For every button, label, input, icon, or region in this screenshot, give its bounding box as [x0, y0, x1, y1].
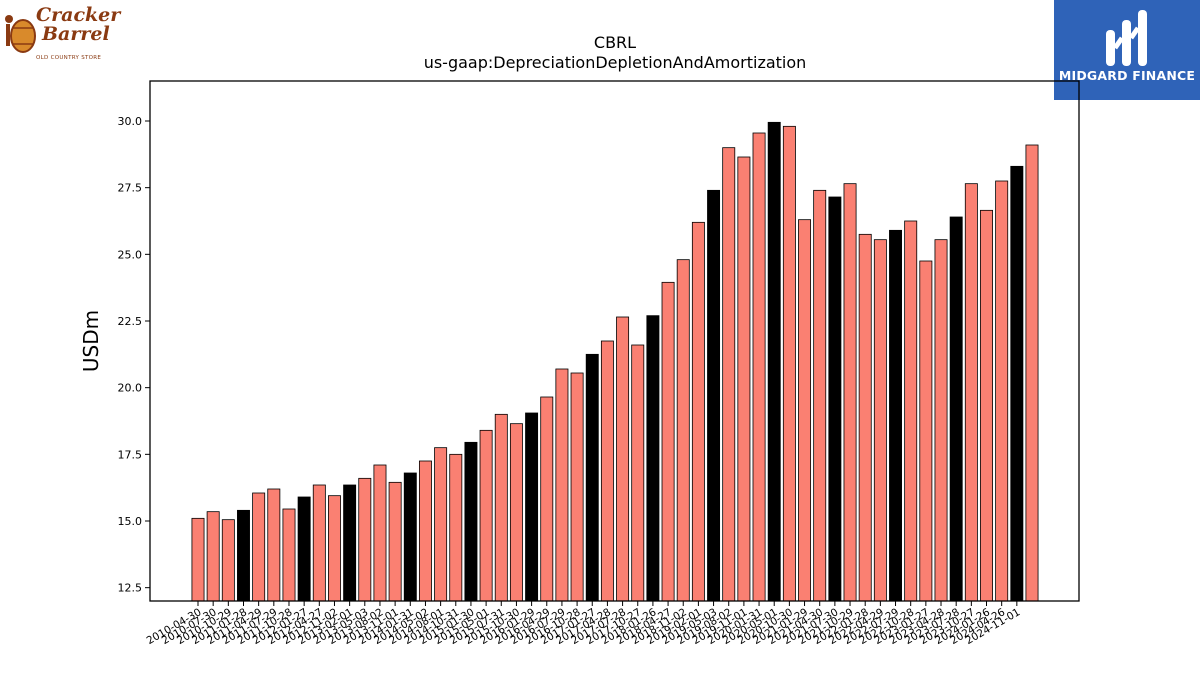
- bar: [540, 396, 554, 602]
- midgard-logo-icon: [1106, 10, 1147, 66]
- bar: [434, 447, 448, 602]
- bar: [798, 219, 812, 602]
- bar: [1025, 144, 1039, 602]
- y-axis: 12.5 15.0 17.5 20.0 22.5 25.0 27.5 30.0: [118, 115, 150, 595]
- bar: [388, 481, 402, 602]
- bar: [373, 464, 387, 602]
- bar: [646, 315, 660, 602]
- bar: [479, 429, 493, 602]
- bar: [464, 441, 478, 602]
- bar: [418, 460, 432, 602]
- bar: [707, 189, 721, 602]
- bar: [767, 121, 781, 602]
- bar: [555, 368, 569, 602]
- bar: [828, 196, 842, 602]
- bar: [343, 484, 357, 602]
- bar: [237, 509, 250, 602]
- y-tick-label: 20.0: [118, 382, 143, 395]
- company-logo: Cracker Barrel OLD COUNTRY STORE: [4, 4, 120, 64]
- bar: [252, 492, 266, 602]
- bar: [616, 316, 630, 602]
- bar: [1010, 165, 1024, 602]
- bar: [585, 353, 599, 602]
- bar: [676, 259, 690, 602]
- bar: [813, 189, 827, 602]
- bar: [449, 453, 463, 602]
- bar: [221, 519, 235, 602]
- x-axis: 2010-04-302010-07-302010-10-292011-01-28…: [145, 601, 1022, 647]
- chart-subtitle: us-gaap:DepreciationDepletionAndAmortiza…: [424, 53, 807, 72]
- bar: [691, 221, 705, 602]
- bar: [722, 147, 736, 602]
- y-axis-label: USDm: [79, 310, 103, 372]
- bar: [206, 511, 220, 602]
- y-tick-label: 15.0: [118, 515, 143, 528]
- y-tick-label: 22.5: [118, 315, 143, 328]
- y-tick-label: 12.5: [118, 582, 143, 595]
- bar: [964, 183, 978, 602]
- bar: [600, 340, 614, 602]
- bar: [904, 220, 918, 602]
- bar: [631, 344, 645, 602]
- bar: [873, 239, 887, 602]
- bar: [267, 488, 281, 602]
- bar: [509, 423, 523, 602]
- bar: [782, 125, 796, 602]
- bar: [843, 183, 857, 602]
- logo-subtitle: OLD COUNTRY STORE: [36, 55, 102, 61]
- logo-line-2: Barrel: [42, 23, 110, 45]
- logo-line-1: Cracker: [36, 4, 121, 26]
- publisher-name: MIDGARD FINANCE: [1058, 68, 1196, 83]
- bar: [328, 495, 341, 602]
- y-tick-label: 27.5: [118, 182, 143, 195]
- bar: [525, 412, 539, 602]
- bar: [737, 156, 751, 602]
- barrel-icon: [5, 15, 36, 53]
- bar: [995, 180, 1009, 602]
- bar: [934, 239, 948, 602]
- bar: [358, 477, 372, 602]
- publisher-logo: MIDGARD FINANCE: [1054, 0, 1200, 100]
- bar: [312, 484, 326, 602]
- bar: [858, 233, 872, 602]
- bar: [403, 472, 417, 602]
- bar: [570, 372, 584, 602]
- y-tick-label: 30.0: [118, 115, 143, 128]
- bars-group: [191, 121, 1039, 602]
- bar: [297, 496, 311, 602]
- y-tick-label: 25.0: [118, 248, 143, 261]
- chart-title: CBRL: [594, 33, 636, 52]
- bar: [191, 517, 205, 602]
- bar: [980, 209, 993, 602]
- bar: [949, 216, 963, 602]
- y-tick-label: 17.5: [118, 448, 143, 461]
- bar: [661, 281, 675, 602]
- bar: [889, 229, 902, 602]
- plot-frame: [149, 80, 1080, 602]
- bar: [282, 508, 296, 602]
- bar: [752, 132, 766, 602]
- bar: [919, 260, 933, 602]
- bar: [494, 413, 508, 602]
